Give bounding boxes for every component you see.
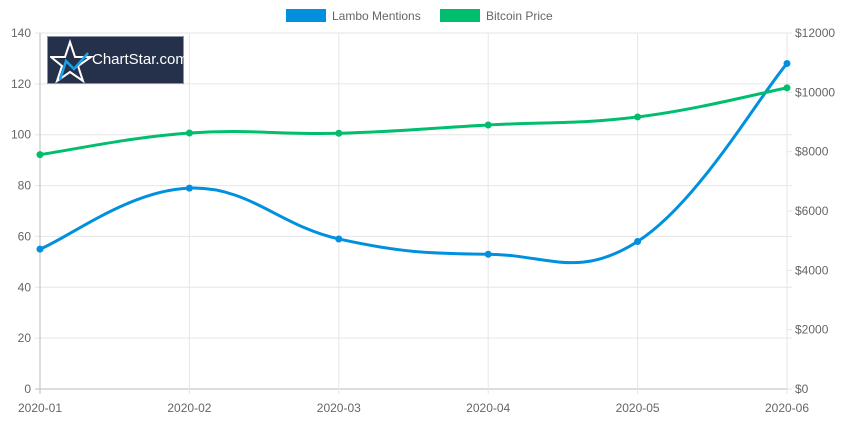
y-left-tick-label: 60 bbox=[18, 229, 32, 243]
data-point bbox=[36, 151, 44, 159]
data-point bbox=[185, 184, 193, 192]
data-point bbox=[335, 235, 343, 243]
data-point bbox=[484, 250, 492, 258]
legend-label: Bitcoin Price bbox=[486, 9, 553, 23]
data-point bbox=[36, 245, 44, 253]
x-tick-label: 2020-02 bbox=[167, 401, 211, 415]
data-point bbox=[783, 60, 791, 68]
y-right-tick-label: $10000 bbox=[795, 85, 835, 99]
series-line bbox=[39, 86, 788, 157]
y-left-tick-label: 140 bbox=[11, 26, 31, 40]
y-right-tick-label: $4000 bbox=[795, 263, 829, 277]
y-right-tick-label: $8000 bbox=[795, 145, 829, 159]
logo-text: ChartStar.com bbox=[92, 51, 188, 68]
data-point bbox=[335, 129, 343, 137]
y-right-tick-label: $2000 bbox=[795, 323, 829, 337]
y-right-tick-label: $0 bbox=[795, 382, 809, 396]
x-tick-label: 2020-03 bbox=[317, 401, 361, 415]
x-tick-label: 2020-04 bbox=[466, 401, 510, 415]
y-right-tick-label: $12000 bbox=[795, 26, 835, 40]
series-line bbox=[39, 62, 789, 265]
legend-label: Lambo Mentions bbox=[332, 9, 421, 23]
legend-swatch bbox=[440, 9, 480, 22]
y-left-tick-label: 80 bbox=[18, 179, 32, 193]
x-tick-label: 2020-05 bbox=[616, 401, 660, 415]
y-right-tick-label: $6000 bbox=[795, 204, 829, 218]
y-left-tick-label: 20 bbox=[18, 331, 32, 345]
data-point bbox=[185, 129, 193, 137]
data-point bbox=[484, 121, 492, 129]
y-left-tick-label: 40 bbox=[18, 280, 32, 294]
data-point bbox=[634, 238, 642, 246]
y-left-tick-label: 120 bbox=[11, 77, 31, 91]
chartstar-logo: ChartStar.com bbox=[47, 36, 188, 84]
y-left-tick-label: 100 bbox=[11, 128, 31, 142]
data-point bbox=[783, 84, 791, 92]
x-tick-label: 2020-01 bbox=[18, 401, 62, 415]
star-icon bbox=[50, 38, 94, 83]
data-point bbox=[634, 113, 642, 121]
x-tick-label: 2020-06 bbox=[765, 401, 809, 415]
y-left-tick-label: 0 bbox=[24, 382, 31, 396]
legend-swatch bbox=[286, 9, 326, 22]
